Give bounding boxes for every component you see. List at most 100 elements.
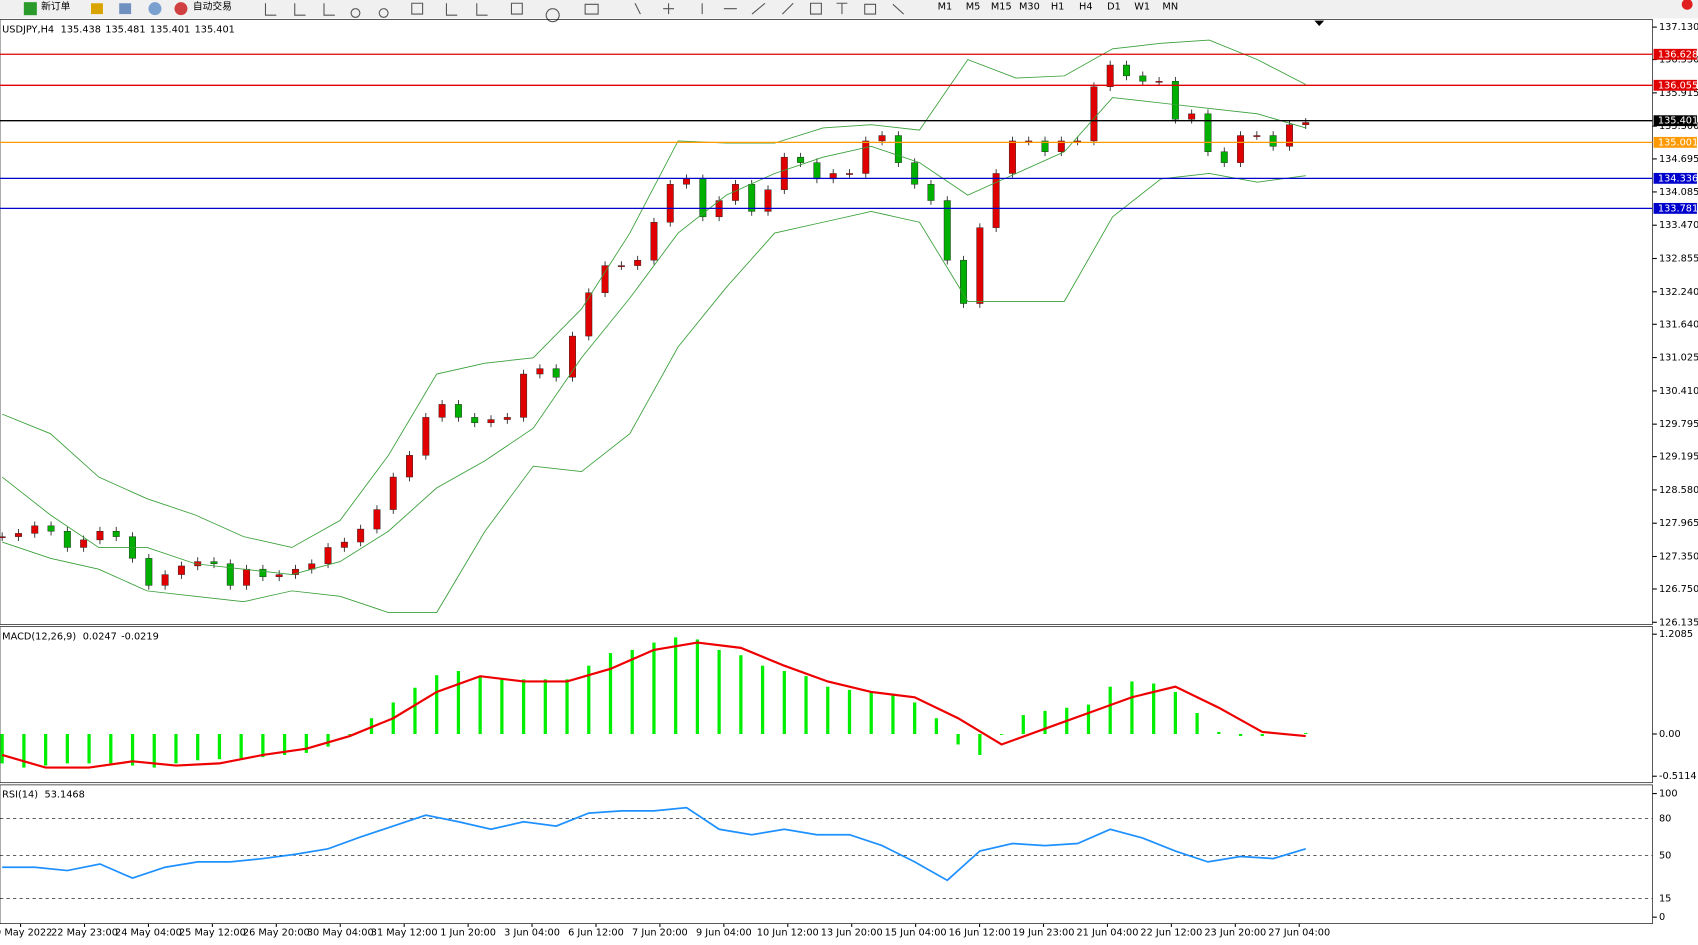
y-tick-label: 126.750 xyxy=(1659,584,1698,595)
y-tick-label: 134.085 xyxy=(1659,187,1698,198)
macd-bar xyxy=(674,637,678,734)
macd-bar xyxy=(869,691,873,734)
timeframe-button[interactable]: D1 xyxy=(1107,2,1121,13)
x-tick-label: 22 May 23:00 xyxy=(51,927,118,938)
tool-icon[interactable] xyxy=(148,2,162,16)
candle xyxy=(112,531,120,537)
candle xyxy=(976,227,984,304)
y-tick-label: 133.470 xyxy=(1659,220,1698,231)
macd-bar xyxy=(478,676,482,734)
candle xyxy=(14,533,22,537)
bollinger-lower xyxy=(2,173,1306,613)
macd-bar xyxy=(652,642,656,734)
x-tick-label: 19 May 2022 xyxy=(0,927,52,938)
new-order-icon[interactable] xyxy=(23,2,37,16)
macd-bar xyxy=(1217,731,1221,734)
candle xyxy=(373,509,381,530)
macd-bar xyxy=(304,733,308,753)
x-tick-label: 16 Jun 12:00 xyxy=(949,927,1011,938)
timeframe-button[interactable]: M30 xyxy=(1019,2,1040,13)
x-tick-label: 21 Jun 04:00 xyxy=(1076,927,1138,938)
auto-trading-button[interactable]: 自动交易 xyxy=(193,0,232,13)
candle xyxy=(699,178,707,218)
x-tick-label: 22 Jun 12:00 xyxy=(1140,927,1202,938)
y-tick-label: 131.640 xyxy=(1659,319,1698,330)
timeframe-button[interactable]: M1 xyxy=(938,2,953,13)
y-tick-label: 127.965 xyxy=(1659,518,1698,529)
candle xyxy=(1269,135,1277,147)
candle xyxy=(1155,81,1163,83)
header-value: 135.438 xyxy=(61,24,101,35)
timeframe-button[interactable]: H1 xyxy=(1051,2,1065,13)
price-level-tag xyxy=(1653,79,1697,91)
macd-bar xyxy=(999,733,1004,735)
y-tick-label: 129.795 xyxy=(1659,419,1698,430)
candle xyxy=(324,547,332,564)
macd-bar xyxy=(587,665,591,734)
candle xyxy=(1041,140,1049,152)
y-tick-label: 0.00 xyxy=(1659,729,1681,740)
price-level-label: 136.628 xyxy=(1658,49,1698,60)
macd-bar xyxy=(1021,715,1025,734)
y-tick-label: 15 xyxy=(1659,894,1671,905)
candle xyxy=(1008,140,1016,174)
candle xyxy=(878,135,886,142)
candle xyxy=(911,162,919,185)
y-tick-label: 134.695 xyxy=(1659,154,1698,165)
candle xyxy=(894,135,902,163)
header-value: -0.0219 xyxy=(121,631,159,642)
macd-bar xyxy=(934,718,939,734)
candle xyxy=(422,417,430,456)
candle xyxy=(1285,124,1293,147)
x-tick-label: 6 Jun 12:00 xyxy=(568,927,624,938)
macd-bar xyxy=(739,655,743,734)
macd-bar xyxy=(217,733,222,760)
x-tick-label: 31 May 12:00 xyxy=(371,927,438,938)
macd-bar xyxy=(1238,733,1243,737)
macd-bar xyxy=(543,679,547,734)
candle xyxy=(992,173,1000,228)
notification-icon[interactable] xyxy=(1681,0,1693,10)
macd-bar xyxy=(847,689,852,734)
macd-bar xyxy=(760,665,765,734)
candle xyxy=(780,156,788,190)
macd-bar xyxy=(65,733,69,764)
tool-icon[interactable] xyxy=(119,3,132,15)
y-tick-label: 136.530 xyxy=(1659,55,1698,66)
bollinger-upper xyxy=(2,39,1306,548)
auto-trading-icon[interactable] xyxy=(174,2,188,16)
candle xyxy=(569,335,576,378)
new-order-button[interactable]: 新订单 xyxy=(41,0,70,13)
tool-icons[interactable] xyxy=(264,2,905,23)
timeframe-button[interactable]: H4 xyxy=(1079,2,1093,13)
macd-bar xyxy=(239,733,243,759)
x-tick-label: 23 Jun 20:00 xyxy=(1204,927,1266,938)
timeframe-button[interactable]: M15 xyxy=(991,2,1012,13)
candle xyxy=(846,173,853,175)
candle xyxy=(438,404,446,418)
price-level-label: 134.336 xyxy=(1658,173,1698,184)
macd-bar xyxy=(130,733,135,766)
candle xyxy=(275,574,283,577)
macd-bar xyxy=(1086,704,1091,734)
macd-panel xyxy=(0,626,1653,784)
macd-signal xyxy=(1,641,1306,769)
y-tick-label: 129.195 xyxy=(1659,452,1698,463)
macd-bar xyxy=(1152,683,1156,734)
rsi-panel xyxy=(0,784,1653,924)
tool-icon[interactable] xyxy=(91,3,103,15)
candle xyxy=(471,417,479,424)
candle xyxy=(357,528,365,543)
timeframe-button[interactable]: MN xyxy=(1162,2,1178,13)
header-value: 53.1468 xyxy=(45,790,85,801)
indicator-title: USDJPY,H4 xyxy=(2,24,54,35)
candle xyxy=(585,292,593,337)
candle xyxy=(617,265,625,267)
macd-bar xyxy=(695,639,700,734)
price-panel xyxy=(0,19,1653,625)
timeframe-button[interactable]: M5 xyxy=(966,2,981,13)
candle xyxy=(1057,140,1065,152)
candle xyxy=(520,373,528,418)
x-tick-label: 30 May 04:00 xyxy=(307,927,374,938)
timeframe-button[interactable]: W1 xyxy=(1134,2,1150,13)
